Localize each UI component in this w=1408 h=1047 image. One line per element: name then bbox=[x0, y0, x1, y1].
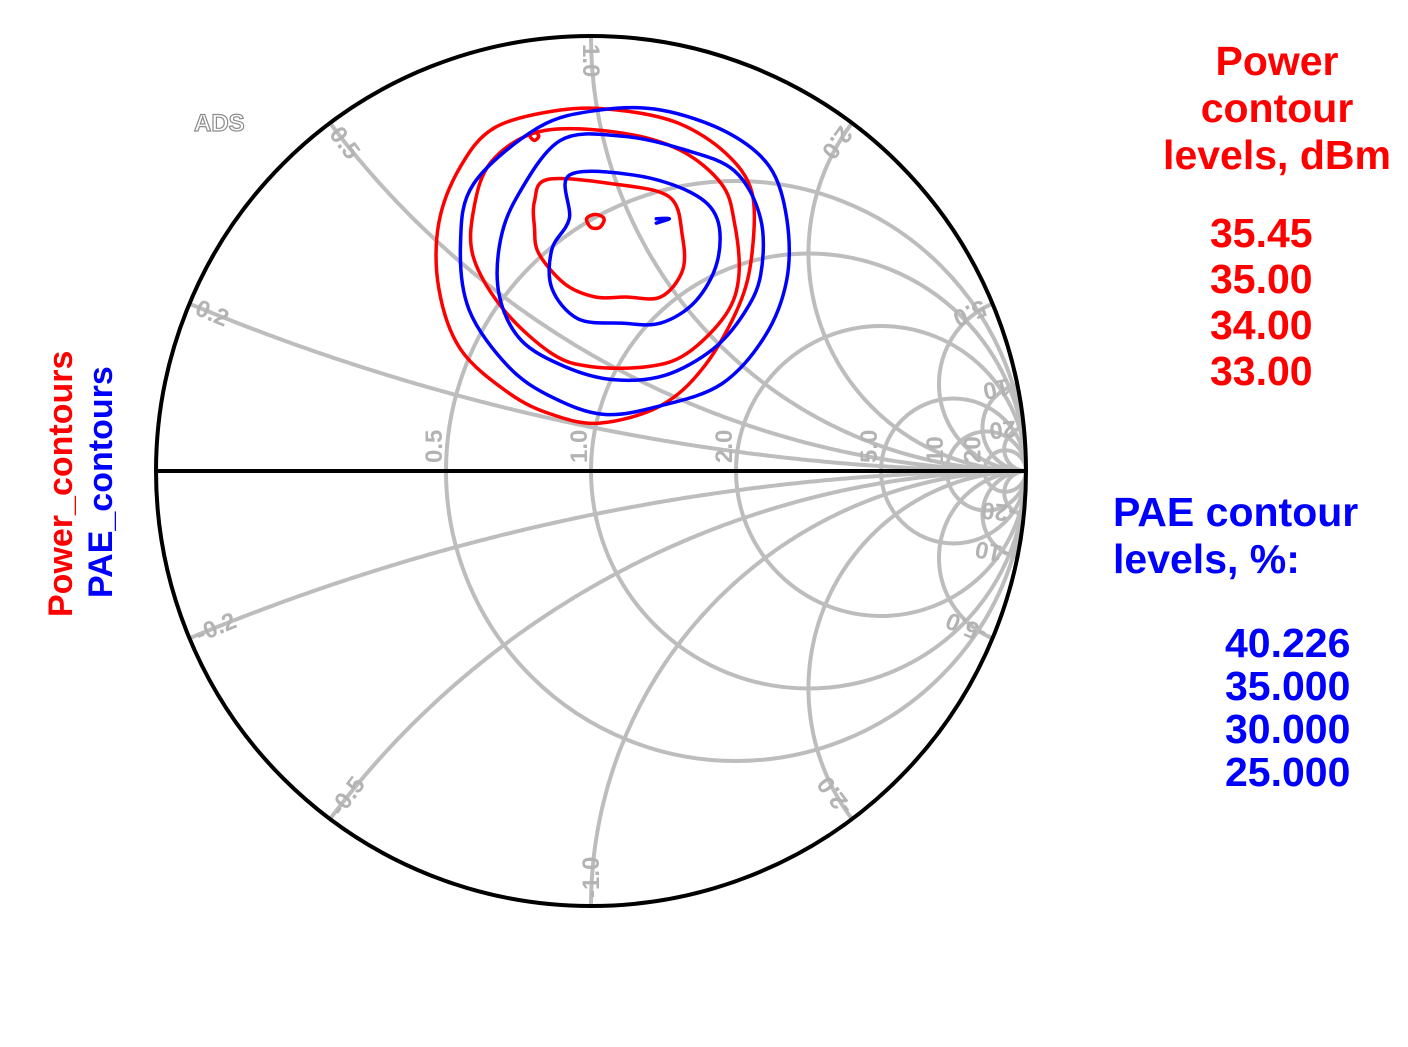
y-label-power: Power_contours bbox=[42, 351, 80, 617]
reactance-label: 10 bbox=[981, 373, 1013, 405]
resistance-label: 5.0 bbox=[856, 430, 883, 463]
pae-contour-35.000 bbox=[547, 169, 722, 327]
power-level-item: 35.45 bbox=[1210, 210, 1313, 256]
y-label-pae: PAE_contours bbox=[82, 366, 120, 598]
pae-level-item: 40.226 bbox=[1225, 620, 1351, 666]
ads-watermark: ADS bbox=[194, 110, 245, 137]
pae-legend-levels: 40.226 35.000 30.000 25.000 bbox=[1225, 622, 1350, 794]
reactance-arc--0.2 bbox=[188, 469, 1026, 641]
reactance-arc--10 bbox=[980, 469, 1026, 560]
pae-contour-30.000 bbox=[495, 132, 766, 383]
smith-grid bbox=[188, 36, 1026, 906]
reactance-label: 5.0 bbox=[949, 294, 990, 332]
reactance-label: -5.0 bbox=[942, 606, 991, 647]
pae-contour-40.226 bbox=[654, 216, 672, 225]
pae-level-item: 25.000 bbox=[1225, 749, 1351, 795]
reactance-arc--5.0 bbox=[937, 469, 1026, 641]
power-contour-34.00 bbox=[468, 126, 741, 370]
power-level-item: 34.00 bbox=[1210, 302, 1313, 348]
pae-legend-title: PAE contour levels, %: bbox=[1113, 489, 1359, 582]
reactance-arc-0.2 bbox=[188, 301, 1026, 473]
power-level-item: 33.00 bbox=[1210, 348, 1313, 394]
power-contour-33.00 bbox=[434, 106, 757, 426]
power-contour-35.00 bbox=[531, 176, 687, 301]
reactance-arc-2.0 bbox=[806, 121, 1026, 473]
reactance-label: 1.0 bbox=[577, 44, 604, 77]
reactance-label: 2.0 bbox=[816, 121, 858, 164]
reactance-label: -10 bbox=[973, 535, 1012, 568]
resistance-label: 0.5 bbox=[421, 430, 448, 463]
reactance-arc-5.0 bbox=[937, 301, 1026, 473]
reactance-arc--2.0 bbox=[806, 469, 1026, 821]
power-contour-35.45 bbox=[584, 212, 606, 231]
power-legend-levels: 35.45 35.00 34.00 33.00 bbox=[1210, 210, 1313, 394]
contour-curves bbox=[434, 105, 791, 426]
resistance-label: 2.0 bbox=[711, 430, 738, 463]
reactance-arc-1.0 bbox=[589, 36, 1026, 473]
reactance-label: -1.0 bbox=[578, 857, 605, 898]
reactance-label: -2.0 bbox=[812, 771, 858, 820]
reactance-label: -20 bbox=[980, 496, 1017, 526]
reactance-arc--1.0 bbox=[589, 469, 1026, 906]
pae-level-item: 30.000 bbox=[1225, 706, 1351, 752]
resistance-label: 20 bbox=[960, 436, 987, 463]
resistance-label: 1.0 bbox=[566, 430, 593, 463]
pae-contour-25.000 bbox=[458, 105, 791, 417]
reactance-label: -0.2 bbox=[192, 607, 241, 648]
reactance-arc--0.5 bbox=[328, 469, 1026, 821]
power-level-item: 35.00 bbox=[1210, 256, 1313, 302]
reactance-arc-10 bbox=[980, 382, 1026, 473]
reactance-label: 20 bbox=[988, 414, 1017, 444]
power-legend-title: Power contour levels, dBm bbox=[1163, 38, 1391, 178]
resistance-label: 10 bbox=[922, 436, 949, 463]
pae-level-item: 35.000 bbox=[1225, 663, 1351, 709]
reactance-label: 0.2 bbox=[191, 295, 232, 333]
